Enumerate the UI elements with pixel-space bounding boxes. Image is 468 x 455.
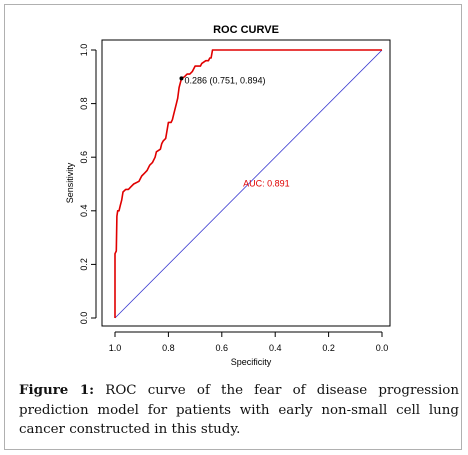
figure-caption: Figure 1: ROC curve of the fear of disea… — [19, 381, 459, 440]
reference-diagonal-line — [114, 49, 383, 319]
x-tick-label: 0.4 — [269, 343, 282, 353]
x-axis-label: Specificity — [231, 357, 272, 367]
y-axis: 0.0 0.2 0.4 0.6 0.8 1.0 — [79, 44, 97, 325]
roc-chart: ROC CURVE 1.0 0.8 0.6 0.4 0.2 0.0 0.00.20.40.… — [65, 24, 391, 367]
optimal-cutoff-label: 0.286 (0.751, 0.894) — [184, 75, 265, 85]
y-tick-label: 0.8 — [79, 97, 89, 110]
figure-frame: ROC CURVE 1.0 0.8 0.6 0.4 0.2 0.0 0.0 0.2 0.4 0.… — [4, 4, 462, 450]
y-tick-label: 0.4 — [79, 205, 89, 218]
x-tick-label: 1.0 — [109, 343, 122, 353]
y-axis-label: Sensitivity — [65, 162, 75, 203]
y-tick-label: 0.2 — [79, 258, 89, 271]
chart-title: ROC CURVE — [213, 24, 279, 36]
figure-caption-label: Figure 1: — [19, 382, 95, 398]
y-tick-label: 0.0 — [79, 312, 89, 325]
y-tick-label: 1.0 — [79, 44, 89, 57]
x-axis: 1.0 0.8 0.6 0.4 0.2 0.0 — [109, 331, 389, 353]
y-tick-label: 0.6 — [79, 151, 89, 164]
x-tick-label: 0.6 — [216, 343, 229, 353]
x-tick-label: 0.2 — [322, 343, 335, 353]
figure-caption-text: ROC curve of the fear of disease progres… — [19, 383, 459, 437]
auc-label: AUC: 0.891 — [243, 179, 290, 189]
plot-area-box — [101, 39, 391, 327]
roc-curve-line — [114, 49, 382, 318]
x-tick-label: 0.8 — [162, 343, 175, 353]
x-tick-label: 0.0 — [376, 343, 389, 353]
optimal-cutoff-point — [179, 76, 184, 81]
